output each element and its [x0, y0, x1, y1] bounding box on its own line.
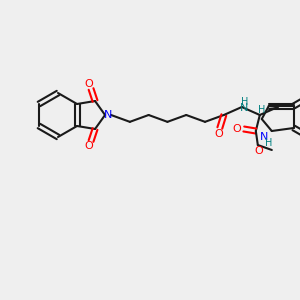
Text: H: H: [241, 97, 248, 107]
Text: O: O: [254, 146, 263, 156]
Text: H: H: [258, 105, 266, 115]
Text: N: N: [104, 110, 112, 120]
Text: O: O: [214, 129, 223, 139]
Text: O: O: [85, 79, 93, 89]
Text: O: O: [232, 124, 241, 134]
Text: N: N: [240, 103, 248, 113]
Text: H: H: [265, 138, 272, 148]
Text: O: O: [85, 141, 93, 151]
Text: N: N: [260, 132, 268, 142]
